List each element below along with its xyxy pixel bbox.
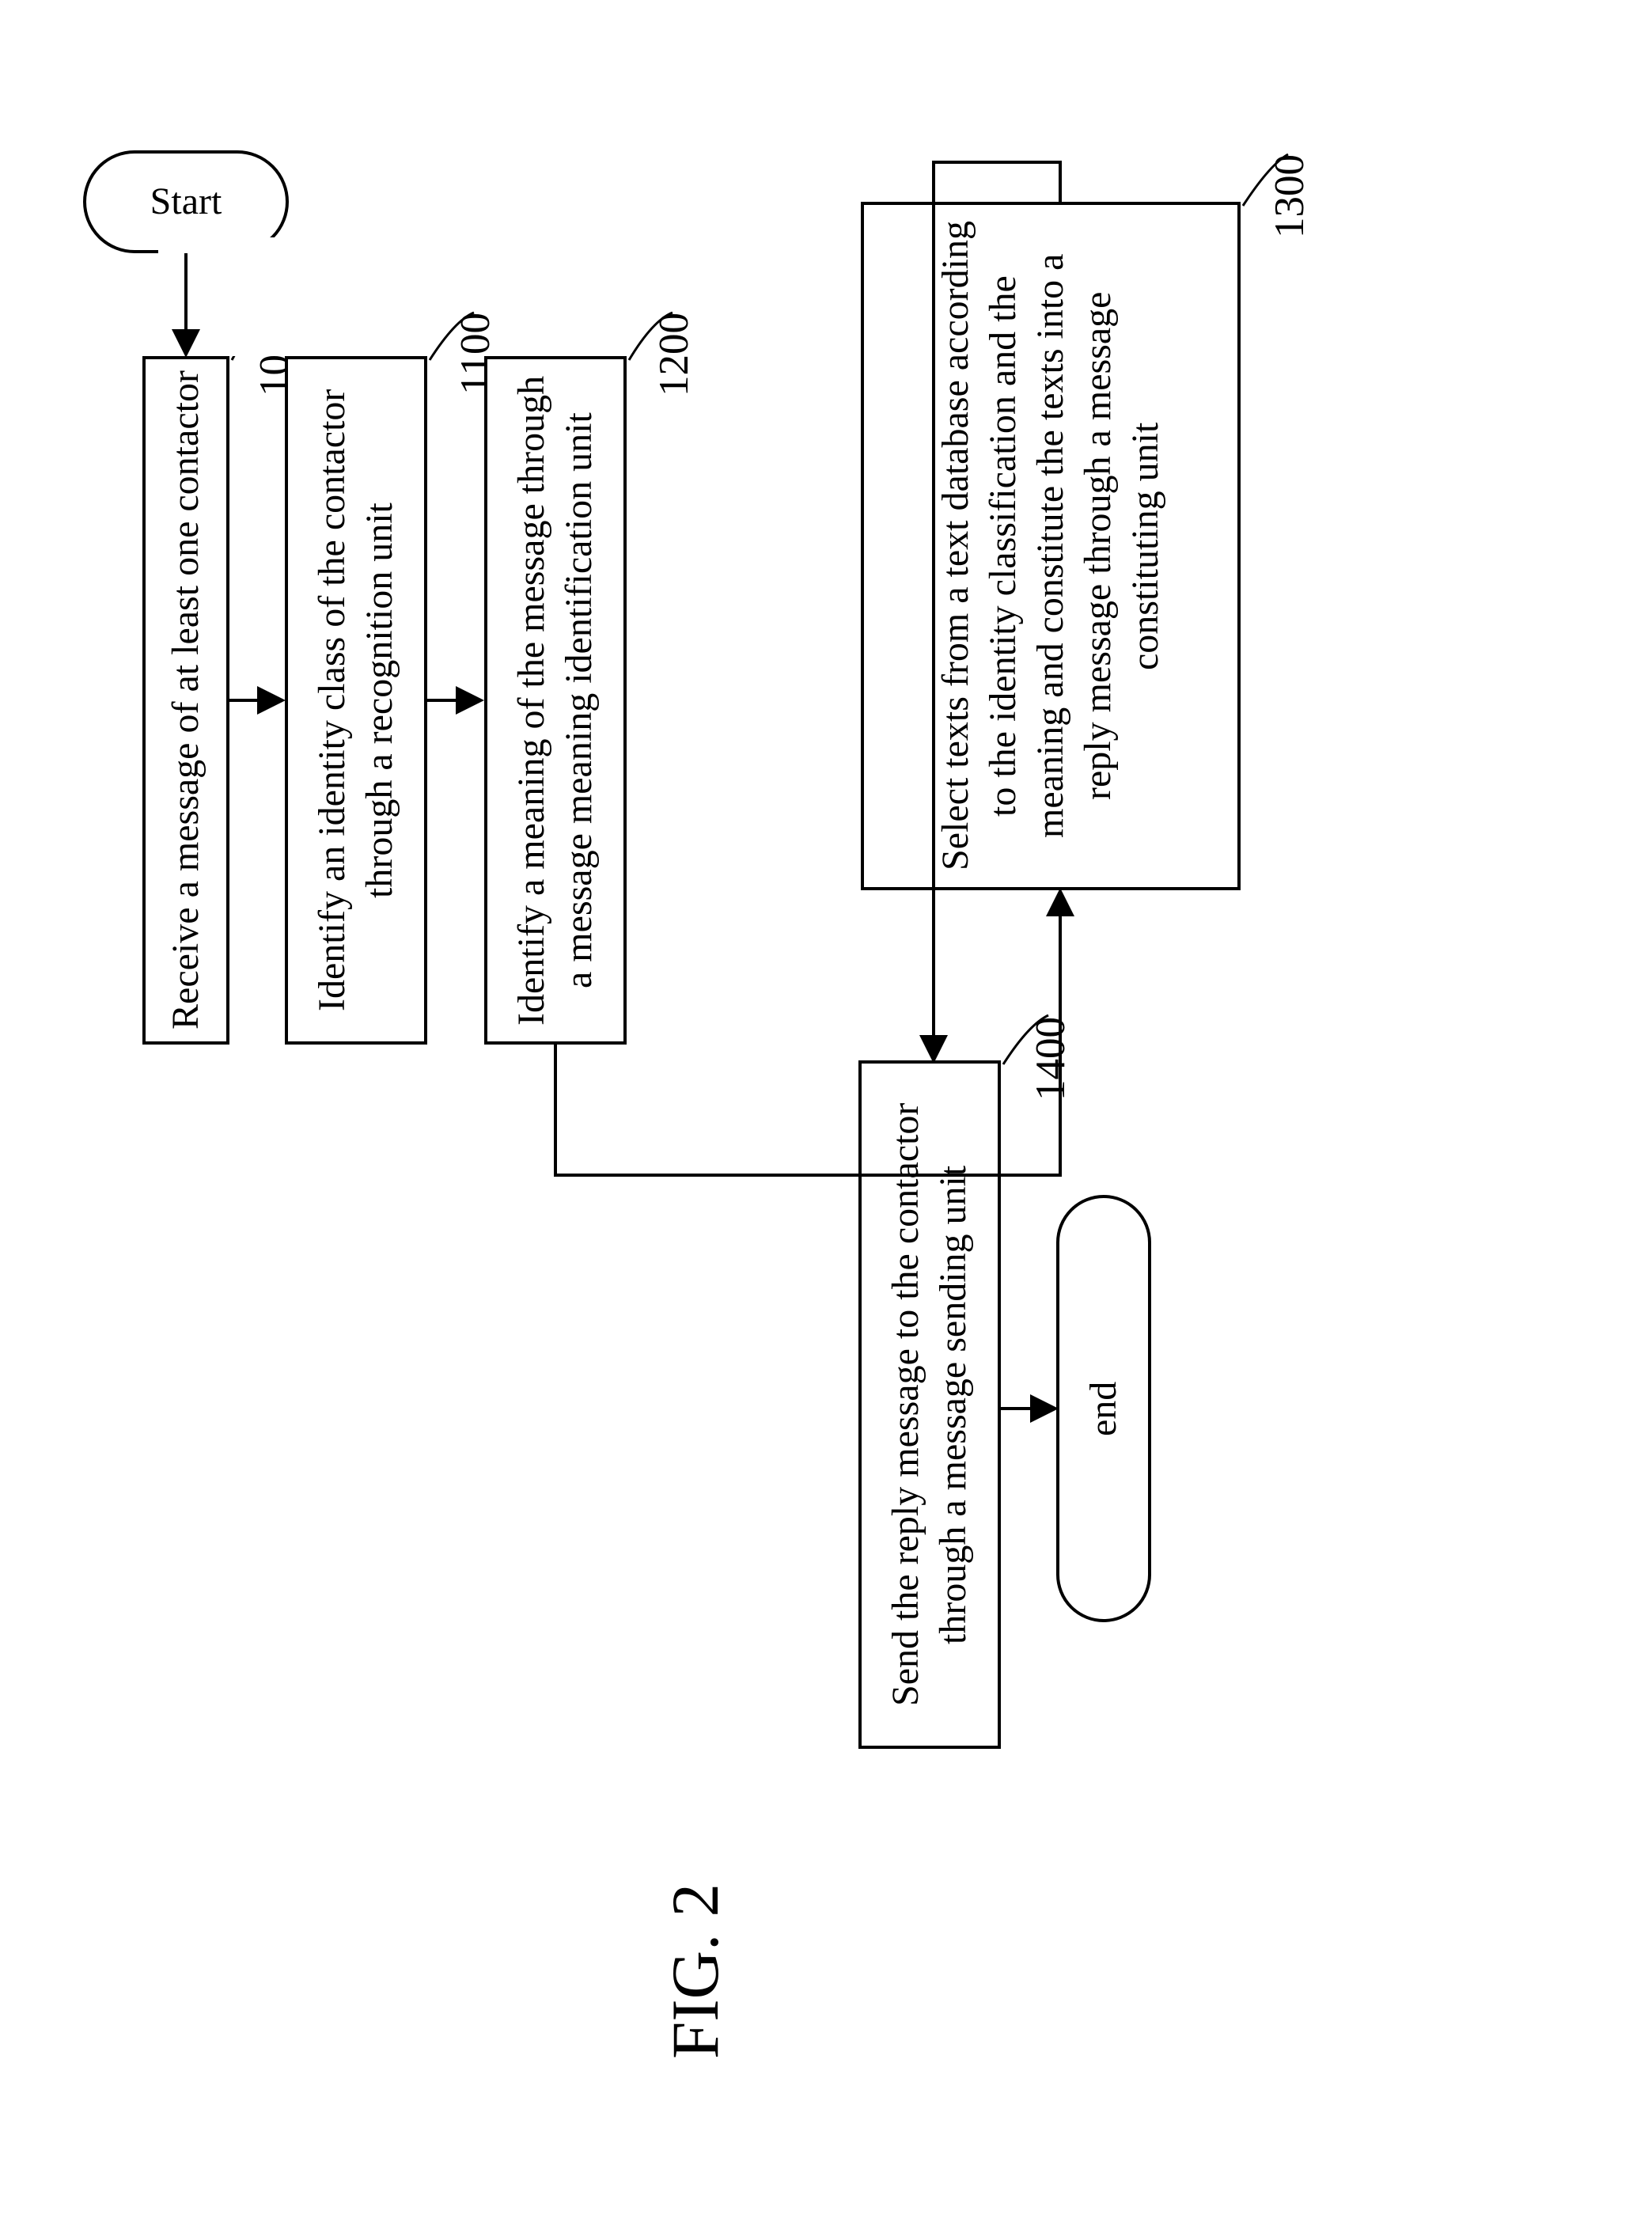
- step-1400: Send the reply message to the contactor …: [858, 1060, 1001, 1749]
- step-1200: Identify a meaning of the message throug…: [484, 356, 627, 1045]
- terminator-end-label: end: [1080, 1381, 1127, 1435]
- ref-1400: 1400: [1027, 1017, 1074, 1101]
- terminator-end: end: [1056, 1195, 1151, 1622]
- step-1100: Identify an identity class of the contac…: [285, 356, 427, 1045]
- step-1400-text: Send the reply message to the contactor …: [882, 1075, 977, 1735]
- connector-overlay: [0, 0, 1652, 2226]
- terminator-start: Start: [83, 150, 289, 253]
- connector-fix: [0, 0, 1652, 2226]
- figure-label: FIG. 2: [657, 1883, 734, 2059]
- step-1300: Select texts from a text database accord…: [861, 202, 1241, 890]
- step-1200-text: Identify a meaning of the message throug…: [508, 370, 603, 1030]
- ref-1300: 1300: [1266, 154, 1313, 238]
- step-1000: Receive a message of at least one contac…: [142, 356, 229, 1045]
- step-1300-text: Select texts from a text database accord…: [932, 221, 1169, 871]
- ref-1200: 1200: [650, 313, 698, 396]
- terminator-start-label: Start: [150, 178, 222, 226]
- step-1100-text: Identify an identity class of the contac…: [309, 370, 404, 1030]
- step-1000-text: Receive a message of at least one contac…: [162, 371, 210, 1030]
